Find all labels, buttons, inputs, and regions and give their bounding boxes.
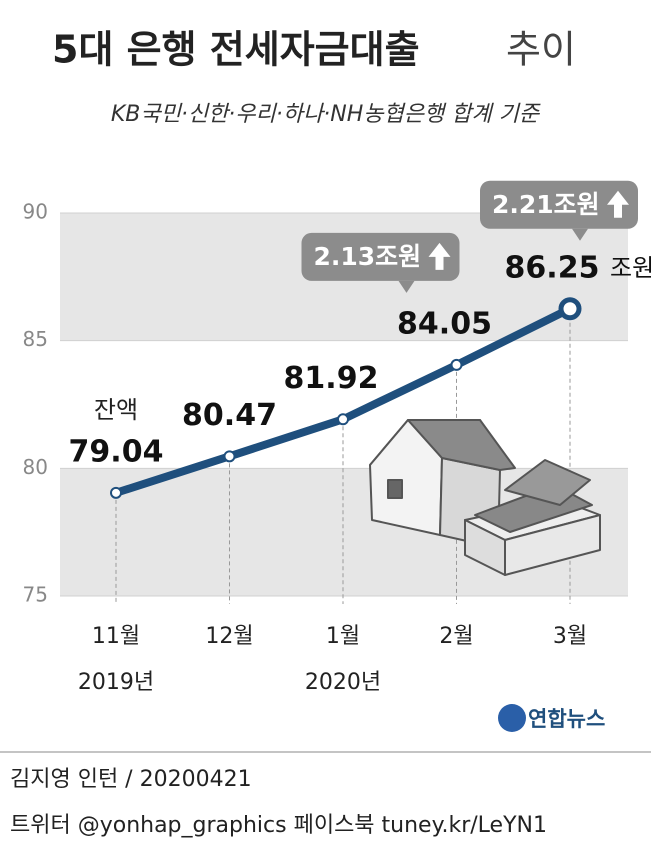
point — [450, 358, 463, 371]
point — [558, 297, 582, 321]
callout-box — [480, 180, 638, 229]
value-label: 79.04 — [69, 434, 164, 469]
credit: 김지영 인턴 / 20200421 — [10, 767, 252, 792]
y-tick-label: 90 — [23, 200, 48, 224]
increase-label: 2.21조원 — [492, 190, 600, 219]
logo-text: 연합뉴스 — [528, 707, 605, 731]
chart-title-suffix: 추이 — [506, 28, 576, 72]
value-unit: 조원 — [610, 254, 651, 282]
value-label: 84.05 — [397, 306, 492, 341]
y-tick-label: 75 — [23, 583, 48, 607]
point — [110, 486, 122, 499]
x-year-label: 2020년 — [305, 670, 381, 695]
up-arrow — [607, 190, 629, 218]
value-label: 86.25 — [505, 250, 600, 285]
plot: 75 80 85 90 11월 2019년 12월 1월 2020년 2월 3월 79.04 잔액 80.… — [23, 180, 651, 695]
callout-box — [301, 232, 460, 281]
point — [223, 450, 236, 463]
callout-tail — [398, 280, 415, 293]
y-tick-label: 80 — [23, 455, 48, 479]
x-year-label: 2019년 — [78, 670, 154, 695]
chart-title: 5대 은행 전세자금대출 — [52, 28, 420, 72]
logo: 연합뉴스 — [498, 704, 605, 732]
balance-label: 잔액 — [94, 396, 138, 424]
x-tick-label: 11월 — [92, 624, 140, 649]
increase-label: 2.13조원 — [314, 242, 422, 271]
x-tick-label: 1월 — [326, 624, 360, 649]
point — [337, 413, 349, 426]
house-illustration — [369, 419, 516, 549]
y-tick-label: 85 — [23, 327, 48, 351]
up-arrow — [428, 242, 451, 270]
social: 트위터 @yonhap_graphics 페이스북 tuney.kr/LeYN1 — [10, 813, 547, 838]
subtitle: KB국민·신한·우리·하나·NH농협은행 합계 기준 — [111, 102, 541, 127]
callout-tail — [572, 228, 588, 241]
x-tick-label: 2월 — [439, 624, 473, 649]
value-label: 80.47 — [182, 398, 277, 433]
value-label: 81.92 — [284, 361, 379, 396]
x-tick-label: 12월 — [205, 624, 253, 649]
money-illustration — [464, 459, 601, 576]
x-tick-label: 3월 — [553, 624, 587, 649]
